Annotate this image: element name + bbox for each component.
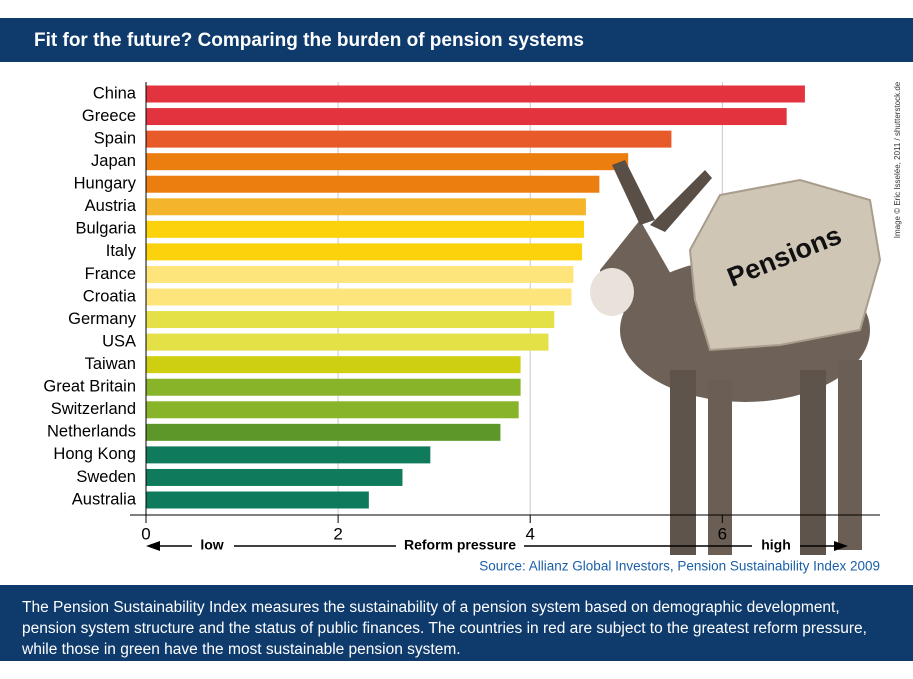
page: {"chart_data": {"type": "bar", "orientat… [0,0,913,679]
bar [146,108,787,125]
x-tick-label: 6 [718,524,727,543]
bar [146,176,599,193]
y-tick-label: Sweden [76,468,136,486]
y-tick-label: Taiwan [85,355,136,373]
x-tick-label: 0 [141,524,150,543]
y-tick-label: Greece [82,107,136,125]
y-tick-label: Italy [106,242,137,260]
chart-title: Fit for the future? Comparing the burden… [34,30,584,51]
x-tick-label: 4 [525,524,534,543]
bar [146,266,573,283]
y-tick-label: Japan [91,152,136,170]
bar [146,424,500,441]
y-tick-label: Switzerland [51,400,136,418]
bar [146,311,554,328]
bar [146,379,521,396]
y-tick-label: Great Britain [43,378,136,396]
x-tick-label: 2 [333,524,342,543]
source: Source: Allianz Global Investors, Pensio… [479,559,880,574]
bar [146,446,430,463]
x-axis-label: Reform pressure [404,537,516,553]
bar [146,334,548,351]
y-tick-label: Croatia [83,287,137,305]
bar [146,153,628,170]
y-tick-label: Bulgaria [75,220,136,238]
y-tick-label: Australia [72,490,137,508]
y-tick-label: Netherlands [47,423,136,441]
y-tick-label: USA [102,332,136,350]
y-tick-label: Hong Kong [53,445,136,463]
bar [146,469,402,486]
donkey-illustration [590,160,880,555]
bar [146,401,519,418]
bar [146,243,582,260]
y-tick-label: Spain [94,129,136,147]
bar [146,492,369,509]
axis-low-label: low [200,537,223,553]
bar [146,356,521,373]
y-tick-label: Austria [85,197,137,215]
bar [146,131,671,148]
image-credit: Image © Eric Isselée, 2011 / shutterstoc… [893,81,902,238]
axis-high-label: high [761,537,791,553]
y-tick-label: France [85,265,136,283]
bar [146,289,572,306]
y-tick-label: China [93,84,137,102]
y-tick-label: Hungary [74,175,137,193]
description: The Pension Sustainability Index measure… [22,597,892,660]
chart: Fit for the future? Comparing the burden… [0,0,913,679]
y-tick-label: Germany [68,310,137,328]
bar [146,198,586,215]
bar [146,221,584,238]
bar [146,86,805,103]
